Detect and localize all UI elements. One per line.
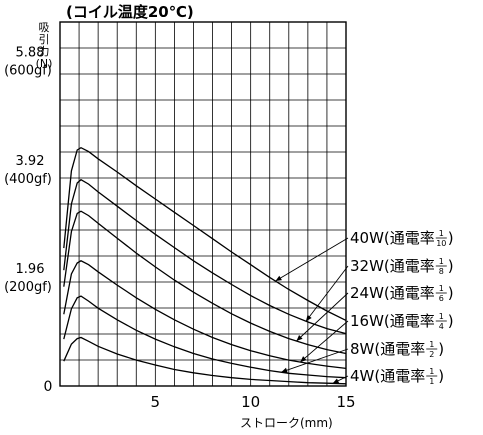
series-layer: [63, 146, 347, 385]
annotation-label: 4W(通電率: [350, 367, 425, 385]
series-curve-8W: [63, 295, 347, 379]
y-axis-label-line: 吸: [39, 21, 50, 34]
fraction-denominator: 1: [429, 377, 434, 386]
leader-arrowhead: [332, 378, 340, 384]
fraction-numerator: 1: [439, 229, 444, 238]
fraction-denominator: 6: [439, 294, 444, 303]
annotation-32W: 32W(通電率 18): [305, 257, 454, 322]
annotation-close-paren: ): [448, 312, 454, 330]
annotation-4W: 4W(通電率 11): [332, 367, 444, 386]
leader-arrowhead: [296, 335, 303, 341]
series-curve-4W: [63, 336, 347, 385]
y-tick-label-gf: (600gf): [4, 64, 52, 79]
series-curve-16W: [63, 260, 347, 370]
x-tick-label: 5: [151, 393, 161, 411]
y-axis-label-line: 引: [39, 32, 50, 46]
leader-line: [296, 292, 349, 342]
y-tick-labels: 0 1.96 (200gf) 3.92 (400gf) 5.88 (600gf): [4, 46, 52, 395]
annotation-close-paren: ): [448, 284, 454, 302]
fraction-denominator: 8: [439, 267, 444, 276]
annotation-close-paren: ): [438, 367, 444, 385]
y-tick-label-gf: (400gf): [4, 172, 52, 187]
leader-arrowhead: [275, 275, 282, 281]
annotation-24W: 24W(通電率 16): [296, 284, 454, 342]
x-axis-title: ストローク(mm): [240, 416, 333, 430]
annotation-close-paren: ): [438, 340, 444, 358]
x-tick-labels: 5 10 15: [151, 393, 356, 411]
annotation-16W: 16W(通電率 14): [299, 312, 454, 363]
leader-line: [281, 348, 349, 373]
series-curve-40W: [63, 146, 347, 321]
fraction-numerator: 1: [439, 312, 444, 321]
y-axis-label-line: 力: [39, 45, 50, 58]
annotation-40W: 40W(通電率 110): [275, 229, 454, 282]
y-tick-label: 5.88: [16, 46, 45, 61]
y-tick-label: 0: [44, 379, 53, 395]
series-curve-32W: [63, 178, 347, 335]
annotation-close-paren: ): [448, 229, 454, 247]
fraction-denominator: 10: [436, 239, 446, 248]
x-tick-label: 15: [336, 393, 355, 411]
leader-arrowhead: [300, 356, 307, 363]
y-tick-label: 1.96: [16, 262, 45, 277]
plot-frame: [59, 21, 347, 387]
fraction-numerator: 1: [429, 367, 434, 376]
x-tick-label: 10: [241, 393, 260, 411]
fraction-denominator: 2: [429, 350, 434, 359]
y-tick-label-gf: (200gf): [4, 280, 52, 295]
chart-title: (コイル温度20℃): [66, 3, 194, 21]
leader-line: [275, 237, 349, 282]
annotation-label: 8W(通電率: [350, 340, 425, 358]
annotation-label: 24W(通電率: [350, 284, 435, 302]
annotation-label: 40W(通電率: [350, 229, 435, 247]
leader-line: [305, 265, 349, 322]
annotation-8W: 8W(通電率 12): [281, 340, 444, 373]
leader-arrowhead: [305, 314, 312, 322]
leader-arrowhead: [281, 367, 288, 373]
series-annotations: 40W(通電率 110)32W(通電率 18)24W(通電率 16)16W(通電率 14…: [275, 229, 454, 386]
fraction-numerator: 1: [439, 284, 444, 293]
series-curve-24W: [63, 210, 347, 355]
annotation-close-paren: ): [448, 257, 454, 275]
fraction-denominator: 4: [439, 322, 444, 331]
annotation-label: 16W(通電率: [350, 312, 435, 330]
leader-line: [299, 320, 349, 363]
fraction-numerator: 1: [439, 257, 444, 266]
annotation-label: 32W(通電率: [350, 257, 435, 275]
y-axis-label-line: (N): [36, 57, 53, 70]
y-tick-label: 3.92: [16, 154, 45, 169]
grid: [60, 22, 346, 386]
y-axis-label: 吸引力(N): [36, 21, 53, 70]
fraction-numerator: 1: [429, 340, 434, 349]
